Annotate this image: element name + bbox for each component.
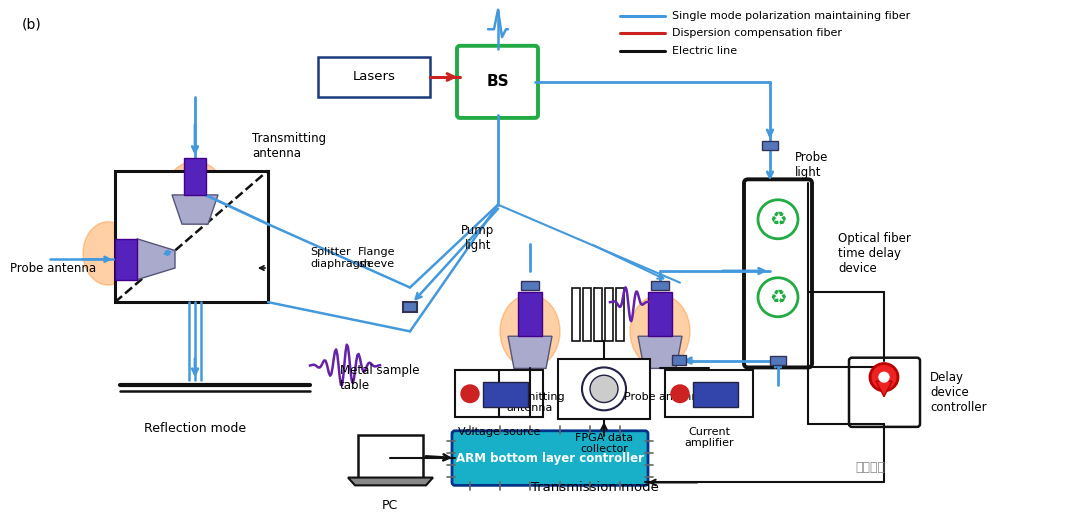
- Text: Transmitting
antenna: Transmitting antenna: [252, 132, 326, 160]
- Bar: [114, 170, 268, 302]
- Bar: [572, 288, 580, 341]
- Text: Lasers: Lasers: [352, 71, 395, 83]
- Text: Reflection mode: Reflection mode: [144, 422, 246, 435]
- Bar: [693, 382, 738, 408]
- Text: FPGA data
collector: FPGA data collector: [575, 433, 633, 454]
- FancyBboxPatch shape: [457, 46, 538, 118]
- Bar: [558, 359, 650, 419]
- Circle shape: [758, 278, 798, 317]
- Bar: [583, 288, 591, 341]
- Polygon shape: [172, 195, 218, 224]
- Text: Current
amplifier: Current amplifier: [685, 427, 733, 449]
- FancyBboxPatch shape: [744, 179, 812, 368]
- Polygon shape: [348, 478, 433, 485]
- Polygon shape: [137, 239, 175, 280]
- Bar: [483, 382, 528, 408]
- Text: Dispersion compensation fiber: Dispersion compensation fiber: [672, 28, 842, 38]
- Bar: [518, 292, 542, 336]
- Bar: [184, 158, 206, 195]
- Text: Optical fiber
time delay
device: Optical fiber time delay device: [838, 232, 910, 275]
- Text: (b): (b): [22, 17, 42, 32]
- FancyBboxPatch shape: [849, 358, 920, 427]
- Bar: [521, 281, 539, 290]
- Circle shape: [582, 368, 626, 410]
- Text: Probe antenna: Probe antenna: [10, 262, 96, 274]
- Text: Single mode polarization maintaining fiber: Single mode polarization maintaining fib…: [672, 11, 910, 20]
- Text: PC: PC: [382, 499, 399, 512]
- Text: Transmitting
antenna: Transmitting antenna: [496, 392, 565, 413]
- Bar: [455, 370, 543, 417]
- Text: Electric line: Electric line: [672, 46, 738, 56]
- Text: 光行天下: 光行天下: [855, 461, 885, 474]
- Bar: [648, 292, 672, 336]
- Bar: [357, 435, 423, 478]
- Polygon shape: [638, 336, 681, 369]
- Bar: [114, 239, 137, 280]
- Text: ♻: ♻: [769, 210, 786, 229]
- Text: ♻: ♻: [769, 288, 786, 307]
- Text: Probe
light: Probe light: [795, 151, 828, 179]
- Bar: [605, 288, 613, 341]
- Polygon shape: [876, 381, 892, 397]
- Bar: [403, 302, 417, 312]
- Bar: [770, 356, 786, 365]
- Text: Transmission mode: Transmission mode: [531, 481, 659, 494]
- Text: Splitter
diaphragm: Splitter diaphragm: [310, 247, 370, 269]
- Text: Pump
light: Pump light: [461, 224, 495, 252]
- Bar: [594, 288, 602, 341]
- Circle shape: [879, 372, 889, 382]
- Circle shape: [590, 375, 618, 402]
- Circle shape: [671, 385, 689, 402]
- Bar: [762, 141, 778, 150]
- Text: BS: BS: [487, 74, 510, 90]
- Text: Flange
sleeve: Flange sleeve: [357, 247, 395, 269]
- Bar: [665, 370, 753, 417]
- Text: Metal sample
table: Metal sample table: [340, 364, 419, 392]
- Bar: [651, 281, 669, 290]
- Bar: [616, 288, 624, 341]
- FancyBboxPatch shape: [453, 431, 648, 485]
- Ellipse shape: [83, 222, 133, 285]
- Text: Voltage source: Voltage source: [458, 427, 540, 437]
- Bar: [672, 355, 686, 365]
- Circle shape: [758, 200, 798, 239]
- Ellipse shape: [500, 295, 561, 368]
- Text: ARM bottom layer controller: ARM bottom layer controller: [456, 452, 644, 464]
- Circle shape: [461, 385, 480, 402]
- Text: Probe antenna: Probe antenna: [624, 392, 705, 402]
- Bar: [318, 56, 430, 97]
- Circle shape: [870, 364, 897, 391]
- Text: Delay
device
controller: Delay device controller: [930, 371, 987, 414]
- Ellipse shape: [630, 295, 690, 368]
- Ellipse shape: [167, 161, 222, 215]
- Polygon shape: [508, 336, 552, 369]
